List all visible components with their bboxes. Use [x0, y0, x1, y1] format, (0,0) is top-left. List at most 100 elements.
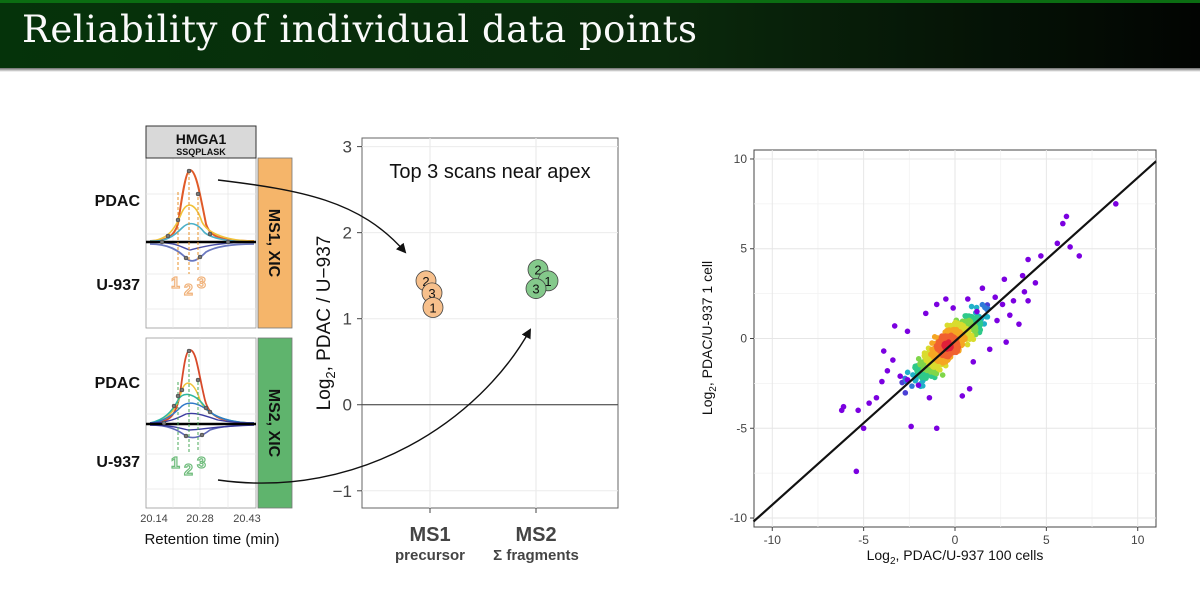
xic-x-tick-1: 20.14: [140, 513, 168, 525]
ms1-scan-number-3: 3: [197, 275, 206, 292]
protein-point-outlier: [1010, 298, 1017, 304]
protein-point-outlier: [1063, 213, 1070, 220]
category-label-ms2: MS2: [515, 524, 556, 546]
protein-point-outlier: [891, 323, 898, 329]
slide-title: Reliability of individual data points: [22, 8, 698, 51]
protein-point-outlier: [986, 346, 993, 353]
protein-point-outlier: [943, 296, 949, 302]
protein-point-outlier: [959, 393, 966, 399]
protein-point: [968, 303, 975, 310]
protein-point-outlier: [974, 308, 980, 315]
protein-point: [929, 340, 935, 346]
protein-point-outlier: [933, 425, 940, 432]
xic-header-box: [145, 125, 257, 159]
protein-point-outlier: [855, 407, 861, 414]
category-sublabel-ms1: precursor: [395, 547, 465, 564]
protein-point: [964, 341, 971, 348]
protein-point-outlier: [860, 425, 867, 432]
xic-peptide-sequence: SSQPLASK: [176, 147, 226, 157]
scan-point-label: 2: [422, 274, 429, 289]
ms1-scan-number-2: 2: [184, 282, 193, 299]
protein-point-outlier: [890, 357, 896, 363]
correlation-x-tick-label: 5: [1043, 533, 1050, 547]
protein-point-outlier: [926, 394, 933, 401]
correlation-y-axis-label: Log2, PDAC/U-937 1 cell: [699, 261, 719, 415]
ms2-u937-label: U-937: [96, 454, 140, 471]
ratio-y-tick-label: −1: [333, 482, 352, 501]
protein-point: [915, 356, 922, 362]
xic-x-tick-2: 20.28: [186, 513, 214, 525]
ms2-xic-traces: [149, 349, 255, 439]
ms2-xic-tag-label: MS2, XIC: [265, 389, 282, 458]
protein-point-outlier: [1076, 253, 1083, 259]
scan-point-label: 2: [534, 263, 541, 278]
protein-point: [939, 372, 946, 378]
scan-point-label: 1: [429, 301, 436, 316]
protein-point-outlier: [994, 317, 1000, 324]
ms1-pdac-label: PDAC: [95, 193, 141, 210]
protein-point-outlier: [1019, 272, 1026, 279]
protein-point-outlier: [979, 285, 986, 292]
protein-point-outlier: [970, 359, 977, 365]
protein-point-outlier: [1067, 244, 1073, 250]
ratio-chart-y-axis-label: Log2, PDAC / U−937: [314, 236, 338, 411]
ratio-y-tick-label: 2: [343, 224, 352, 243]
ratio-chart-panel: [361, 137, 619, 509]
category-label-ms1: MS1: [409, 524, 450, 546]
protein-point-outlier: [1025, 298, 1031, 304]
fit-line: [752, 160, 1157, 523]
scan-point-ms2: [525, 278, 547, 299]
ms2-pdac-label: PDAC: [95, 375, 141, 392]
protein-point: [902, 390, 909, 396]
protein-point-outlier: [992, 294, 998, 301]
ms2-scan-number-2: 2: [184, 462, 193, 479]
ratio-y-tick-label: 1: [343, 310, 352, 329]
protein-point-outlier: [1054, 240, 1061, 247]
correlation-x-tick-label: 0: [952, 533, 959, 547]
protein-point-outlier: [884, 368, 891, 374]
protein-point-outlier: [966, 385, 973, 392]
protein-point-outlier: [964, 296, 971, 302]
protein-point-outlier: [1003, 339, 1009, 345]
ms1-xic-tag-label: MS1, XIC: [265, 209, 282, 278]
xic-protein-name: HMGA1: [176, 131, 227, 147]
protein-point-outlier: [915, 382, 922, 388]
protein-point: [982, 304, 988, 311]
ratio-chart-annotation: Top 3 scans near apex: [389, 161, 590, 183]
scan-point-label: 1: [544, 274, 551, 289]
scan-point-ms1: [422, 297, 444, 318]
ms1-u937-label: U-937: [96, 277, 140, 294]
ratio-y-tick-label: 3: [343, 138, 352, 157]
protein-point: [899, 379, 905, 386]
title-bar-shadow: [0, 68, 1200, 72]
slide-title-bar: Reliability of individual data points: [0, 0, 1200, 72]
correlation-y-tick-label: -5: [736, 421, 747, 435]
protein-point-outlier: [933, 301, 940, 308]
protein-point-outlier: [1032, 280, 1039, 286]
category-sublabel-ms2: Σ fragments: [493, 547, 579, 564]
protein-point-outlier: [950, 305, 956, 311]
protein-point: [973, 331, 979, 338]
protein-point-outlier: [873, 394, 880, 401]
correlation-y-tick-label: -10: [730, 511, 748, 525]
ms2-scan-number-3: 3: [197, 455, 206, 472]
ms1-scan-number-1: 1: [171, 275, 180, 292]
correlation-y-tick-label: 0: [740, 332, 747, 346]
protein-point-outlier: [880, 348, 887, 354]
correlation-y-tick-label: 10: [734, 152, 748, 166]
protein-point-outlier: [908, 423, 914, 430]
ms1-apex-guides: [177, 172, 199, 274]
protein-point: [909, 383, 915, 389]
scan-point-label: 3: [428, 286, 435, 301]
scan-point-label: 3: [532, 282, 539, 297]
xic-x-axis-label: Retention time (min): [144, 531, 279, 548]
protein-point-outlier: [999, 301, 1006, 308]
protein-point-outlier: [897, 373, 903, 379]
ms2-scan-points: [161, 348, 213, 439]
correlation-y-tick-label: 5: [740, 242, 747, 256]
ms2-scan-number-1: 1: [171, 455, 180, 472]
single-cell-correlation-chart: -10 -5 0 5 10 10 5 0 -5 -10 Log2, PDAC/U-937 100…: [699, 149, 1157, 567]
correlation-x-tick-label: 10: [1131, 533, 1145, 547]
protein-point-outlier: [838, 407, 845, 414]
